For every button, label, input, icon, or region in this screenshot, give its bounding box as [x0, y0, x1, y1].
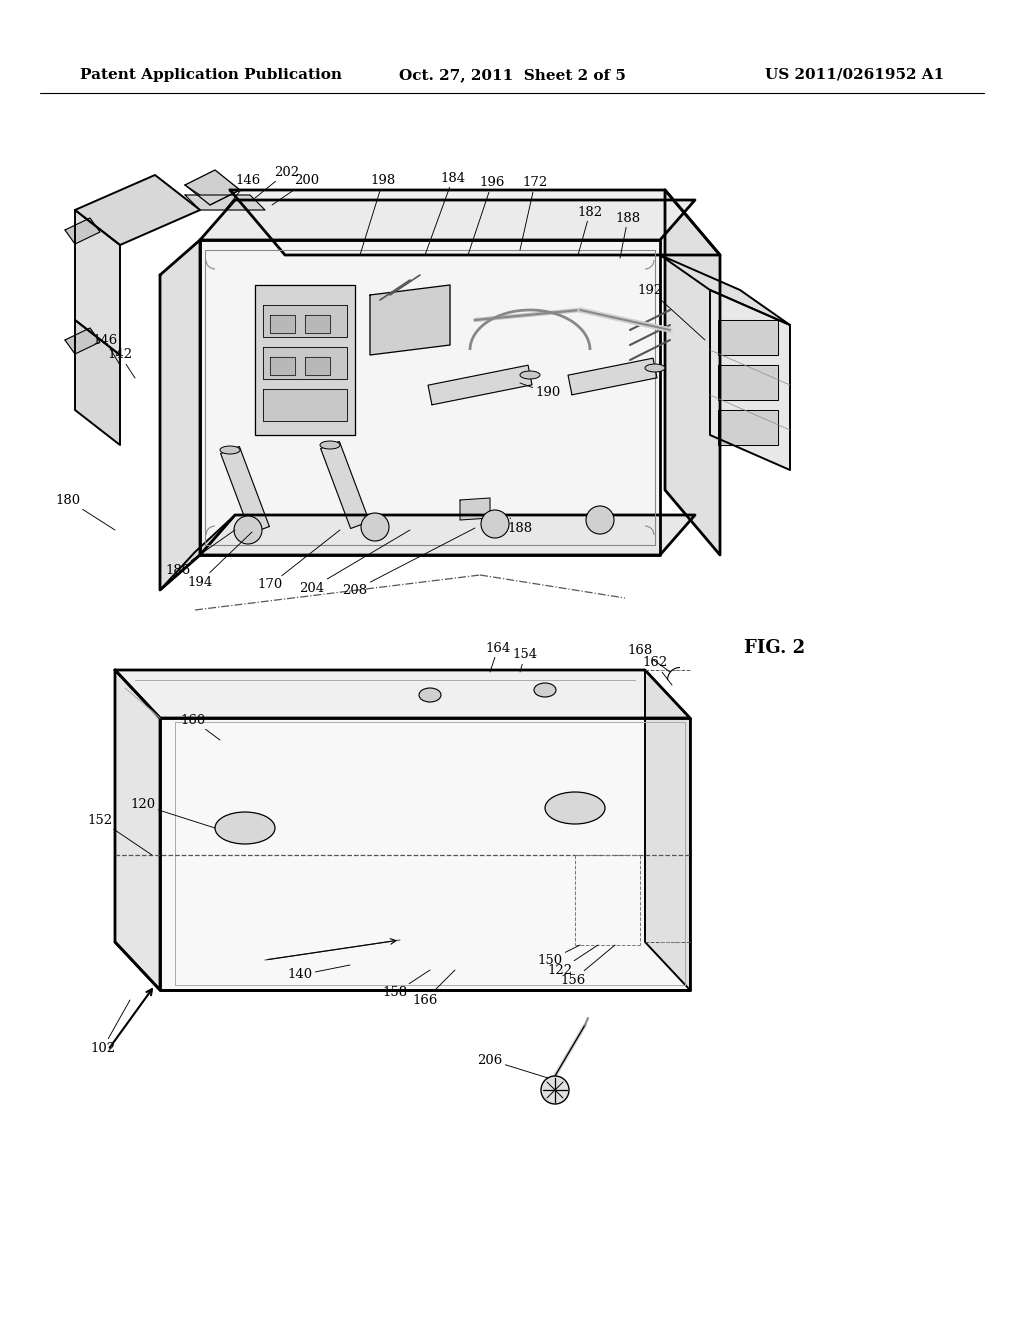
Text: 150: 150 [538, 945, 580, 966]
Polygon shape [185, 195, 265, 210]
Polygon shape [460, 498, 490, 520]
Polygon shape [230, 190, 720, 255]
Text: 122: 122 [548, 945, 598, 977]
Text: 182: 182 [578, 206, 602, 255]
Text: 162: 162 [642, 656, 672, 685]
Polygon shape [305, 356, 330, 375]
Polygon shape [75, 176, 200, 246]
Text: Oct. 27, 2011  Sheet 2 of 5: Oct. 27, 2011 Sheet 2 of 5 [398, 69, 626, 82]
Polygon shape [65, 327, 100, 354]
Text: 152: 152 [87, 813, 152, 855]
Text: 204: 204 [299, 531, 410, 594]
Polygon shape [200, 201, 695, 240]
Polygon shape [718, 366, 778, 400]
Polygon shape [645, 671, 690, 990]
Text: 190: 190 [520, 383, 560, 400]
Ellipse shape [645, 364, 665, 372]
Circle shape [481, 510, 509, 539]
Text: 188: 188 [508, 517, 532, 535]
Text: 196: 196 [468, 177, 505, 255]
Ellipse shape [220, 446, 240, 454]
Polygon shape [428, 366, 531, 405]
Polygon shape [160, 718, 690, 990]
Text: 142: 142 [108, 348, 135, 378]
Text: 158: 158 [382, 970, 430, 999]
Text: 192: 192 [637, 284, 705, 341]
Circle shape [586, 506, 614, 535]
Text: 164: 164 [485, 642, 511, 672]
Text: 154: 154 [512, 648, 538, 672]
Text: US 2011/0261952 A1: US 2011/0261952 A1 [765, 69, 944, 82]
Ellipse shape [541, 1076, 569, 1104]
Polygon shape [160, 240, 200, 590]
Polygon shape [220, 446, 269, 533]
Text: 166: 166 [413, 970, 455, 1006]
Text: 140: 140 [288, 965, 350, 982]
Ellipse shape [319, 441, 340, 449]
Polygon shape [270, 315, 295, 333]
Text: 184: 184 [425, 172, 466, 255]
Text: 198: 198 [360, 174, 395, 255]
Text: 200: 200 [272, 174, 319, 205]
Polygon shape [263, 389, 347, 421]
Text: 208: 208 [342, 528, 475, 597]
Polygon shape [255, 285, 355, 436]
Text: 156: 156 [560, 945, 615, 986]
Polygon shape [115, 671, 690, 718]
Ellipse shape [545, 792, 605, 824]
Text: 102: 102 [90, 1001, 130, 1055]
Polygon shape [270, 356, 295, 375]
Polygon shape [370, 285, 450, 355]
Polygon shape [115, 671, 160, 990]
Text: 202: 202 [255, 165, 300, 198]
Text: 194: 194 [187, 532, 252, 589]
Circle shape [361, 513, 389, 541]
Text: 120: 120 [130, 799, 215, 828]
Polygon shape [710, 290, 790, 470]
Polygon shape [200, 240, 660, 554]
Polygon shape [665, 190, 720, 554]
Polygon shape [305, 315, 330, 333]
Ellipse shape [520, 371, 540, 379]
Polygon shape [75, 319, 120, 445]
Polygon shape [321, 441, 370, 528]
Text: Patent Application Publication: Patent Application Publication [80, 69, 342, 82]
Ellipse shape [534, 682, 556, 697]
Text: 146: 146 [225, 174, 261, 210]
Polygon shape [200, 515, 695, 554]
Polygon shape [263, 347, 347, 379]
Polygon shape [568, 358, 657, 395]
Text: 186: 186 [165, 531, 234, 577]
Text: 160: 160 [180, 714, 220, 741]
Polygon shape [263, 305, 347, 337]
Text: 180: 180 [55, 494, 115, 531]
Text: FIG. 2: FIG. 2 [744, 639, 806, 657]
Text: 172: 172 [520, 177, 548, 249]
Ellipse shape [215, 812, 275, 843]
Polygon shape [718, 411, 778, 445]
Polygon shape [660, 255, 790, 325]
Ellipse shape [419, 688, 441, 702]
Text: 188: 188 [615, 211, 641, 257]
Polygon shape [65, 218, 100, 244]
Text: 168: 168 [628, 644, 670, 672]
Polygon shape [718, 319, 778, 355]
Polygon shape [160, 515, 234, 590]
Circle shape [234, 516, 262, 544]
Text: 206: 206 [477, 1053, 548, 1078]
Text: 146: 146 [92, 334, 120, 366]
Polygon shape [75, 210, 120, 355]
Text: 170: 170 [257, 531, 340, 591]
Polygon shape [185, 170, 240, 205]
